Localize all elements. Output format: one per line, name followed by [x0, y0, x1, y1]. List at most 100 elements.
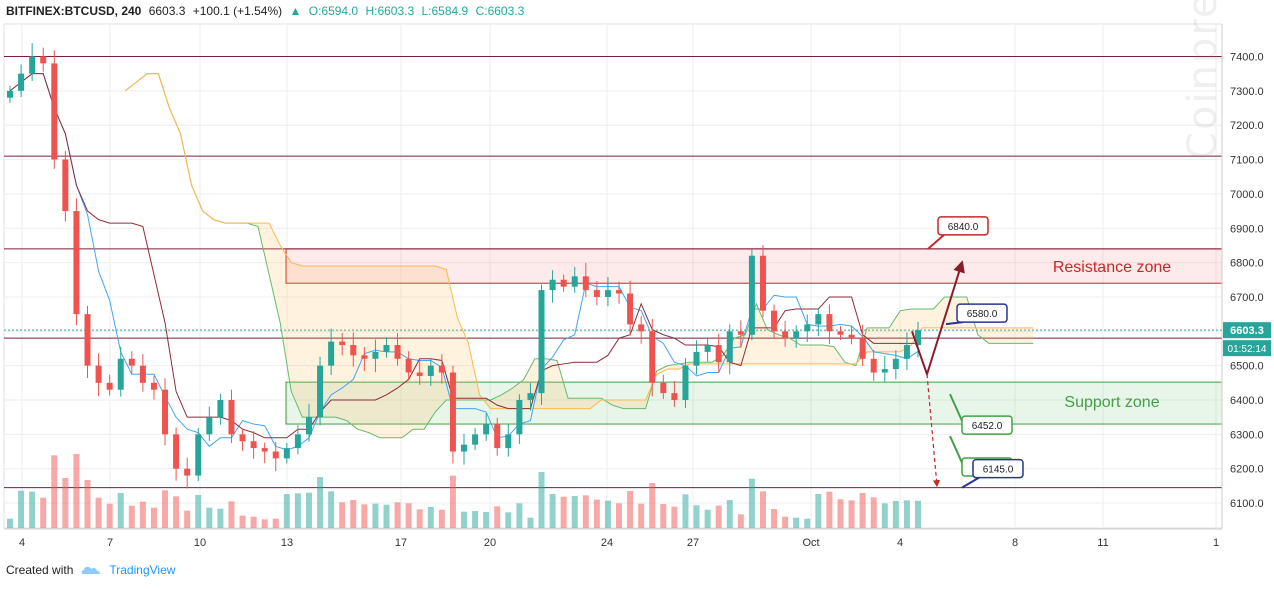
candle-body	[283, 448, 290, 459]
volume-bar	[915, 500, 921, 528]
volume-bar	[405, 503, 412, 528]
volume-bar	[604, 500, 611, 528]
countdown-badge-text: 01:52:14	[1228, 344, 1267, 355]
y-tick-label: 6800.0	[1230, 258, 1264, 270]
countdown-badge	[1223, 340, 1271, 357]
candle-body	[771, 310, 778, 332]
volume-bar	[793, 517, 800, 528]
candle-body	[516, 400, 523, 435]
candle-body	[416, 372, 423, 376]
y-tick-label: 6900.0	[1230, 223, 1264, 235]
last-price-badge	[1223, 322, 1271, 339]
volume-bar	[173, 496, 180, 528]
volume-bar	[472, 511, 479, 528]
base-line	[9, 73, 918, 439]
close-value: C:6603.3	[475, 4, 525, 18]
conversion-line	[9, 73, 919, 451]
y-tick-label: 6300.0	[1230, 429, 1264, 441]
price-axis[interactable]: 7400.0 7300.0 7200.0 7100.0 7000.0 6900.0 6800…	[1221, 24, 1271, 528]
volume-bar	[51, 455, 58, 528]
candle-body	[350, 345, 357, 356]
volume-bar	[106, 503, 113, 528]
volume-bar	[815, 494, 822, 528]
open-value: O:6594.0	[308, 4, 359, 18]
candle-body	[294, 434, 301, 449]
volume-bar	[84, 480, 91, 528]
support-zone-label: Support zone	[1064, 394, 1159, 411]
volume-bar	[903, 500, 910, 528]
candle-body	[483, 424, 490, 435]
candle-body	[7, 90, 13, 98]
candle-body	[361, 355, 368, 359]
volume-bar	[305, 492, 312, 528]
candle-body	[726, 331, 733, 363]
candle-body	[527, 393, 534, 400]
resistance-zone-label: Resistance zone	[1053, 259, 1171, 276]
volume-bar	[571, 496, 578, 528]
volume-bar	[494, 506, 501, 528]
candle-body	[250, 441, 257, 449]
candle-body	[461, 444, 467, 452]
volume-bar	[184, 510, 191, 528]
candle-body	[40, 56, 47, 64]
tradingview-cloud-icon	[81, 566, 101, 574]
candle-body	[383, 345, 390, 352]
candle-body	[793, 331, 800, 339]
candle-body	[339, 341, 346, 346]
candle-body	[217, 400, 224, 418]
y-tick-label: 7400.0	[1230, 52, 1264, 64]
volume-bar	[62, 478, 69, 528]
candle-body	[903, 345, 910, 359]
y-tick-label: 6200.0	[1230, 464, 1264, 476]
last-price-badge-text: 6603.3	[1230, 325, 1264, 337]
x-tick-label: 13	[281, 537, 293, 549]
chart-header: BITFINEX:BTCUSD, 240 6603.3 +100.1 (+1.5…	[6, 4, 528, 18]
callout-label: 6840.0	[948, 222, 979, 233]
x-tick-label: 17	[395, 537, 407, 549]
candle-body	[549, 279, 556, 291]
callout-pointer	[961, 476, 980, 489]
volume-bar	[516, 503, 523, 528]
candle-body	[228, 400, 235, 435]
callout-box	[937, 216, 989, 236]
candle-body	[649, 331, 656, 383]
candle-body	[627, 293, 634, 325]
volume-bar	[29, 491, 36, 528]
candle-body	[682, 365, 689, 400]
volume-bar	[505, 512, 512, 528]
volume-bar	[250, 516, 257, 528]
volume-bar	[848, 500, 855, 528]
volume-bar	[892, 501, 899, 528]
volume-bar	[328, 491, 335, 528]
x-tick-label: 27	[687, 537, 699, 549]
volume-bar	[372, 503, 379, 528]
candle-body	[472, 434, 479, 445]
horizontal-levels	[4, 56, 1222, 489]
volume-bar	[239, 515, 246, 528]
volume-bar	[272, 518, 279, 528]
x-tick-label: 20	[484, 537, 496, 549]
volume-bar	[128, 505, 135, 528]
volume-bar	[771, 509, 778, 528]
candle-body	[272, 451, 279, 459]
volume-bar	[804, 518, 811, 528]
candle-body	[494, 424, 501, 449]
time-axis[interactable]: 4 7 10 13 17 20 24 27 Oct 4 8 11 1	[4, 528, 1222, 549]
volume-bar	[317, 477, 324, 528]
x-tick-label: 1	[1213, 537, 1219, 549]
volume-bar	[826, 491, 833, 528]
y-tick-label: 6400.0	[1230, 395, 1264, 407]
volume-bar	[593, 499, 600, 528]
tradingview-link[interactable]: TradingView	[81, 563, 175, 577]
volume-bar	[715, 505, 722, 528]
y-tick-label: 7000.0	[1230, 189, 1264, 201]
volume-bar	[18, 490, 25, 528]
volume-bar	[483, 512, 490, 528]
candle-body	[73, 211, 80, 315]
volume-bar	[737, 514, 744, 528]
volume-bar	[837, 499, 844, 528]
dashed-projection-arrow	[926, 374, 941, 488]
volume-bar	[217, 508, 224, 528]
volume-bar	[261, 519, 268, 528]
